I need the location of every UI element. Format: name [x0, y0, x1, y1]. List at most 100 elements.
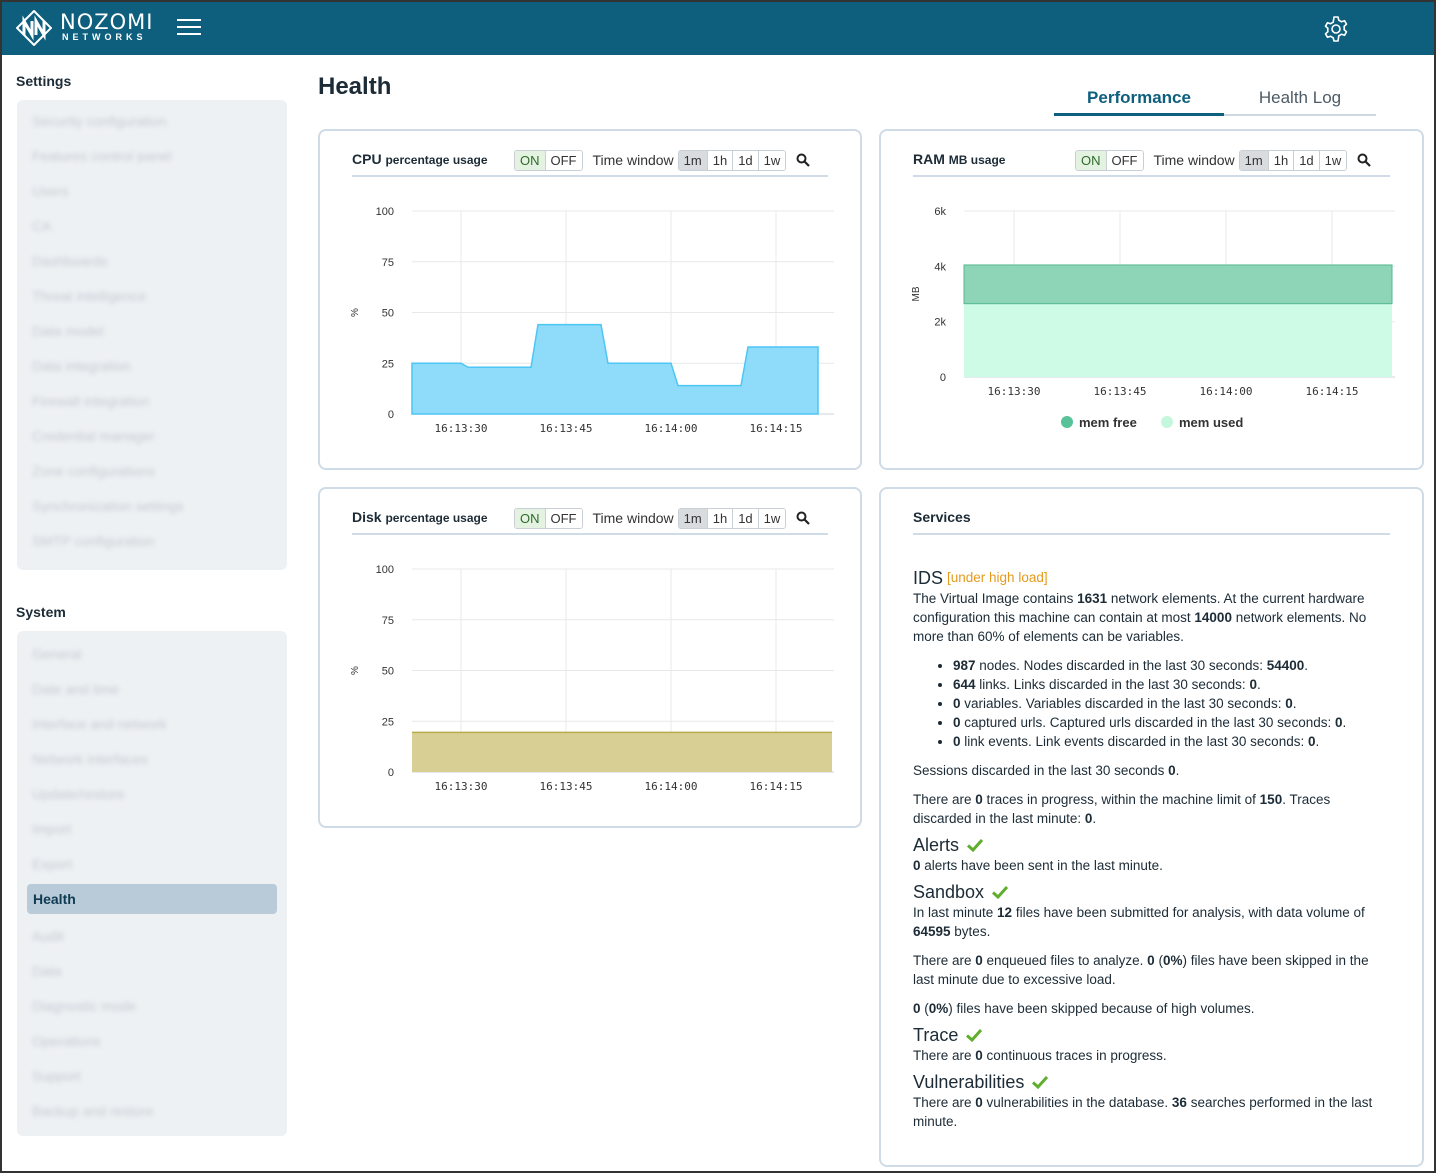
ram-title: RAM MB usage: [913, 151, 1006, 167]
check-icon: [966, 1028, 983, 1042]
ram-window-1d-button[interactable]: 1d: [1293, 150, 1319, 170]
check-icon: [1032, 1075, 1049, 1089]
ram-on-button[interactable]: ON: [1076, 150, 1106, 170]
sidebar-item-firewall-integration[interactable]: Firewall integration: [32, 393, 150, 409]
sidebar-item-zone-configurations[interactable]: Zone configurations: [32, 463, 155, 479]
y-axis-label: %: [350, 666, 361, 675]
cpu-title: CPU percentage usage: [352, 151, 488, 167]
x-tick-label: 16:13:45: [1094, 385, 1147, 398]
sidebar: Settings Security configuration Features …: [2, 55, 302, 1171]
disk-off-button[interactable]: OFF: [544, 508, 582, 528]
sidebar-item-support[interactable]: Support: [32, 1068, 82, 1084]
sidebar-item-synchronization-settings[interactable]: Synchronization settings: [32, 498, 184, 514]
y-tick-label: 50: [382, 666, 394, 678]
search-icon[interactable]: [1357, 153, 1372, 167]
tab-bar: Performance Health Log: [1054, 86, 1376, 116]
sidebar-item-credential-manager[interactable]: Credential manager: [32, 428, 155, 444]
cpu-off-button[interactable]: OFF: [544, 150, 582, 170]
sidebar-item-import[interactable]: Import: [32, 821, 72, 837]
sidebar-item-diagnostic-mode[interactable]: Diagnostic mode: [32, 998, 137, 1014]
ids-stat-item: 644 links. Links discarded in the last 3…: [953, 675, 1392, 694]
mem-free-area: [963, 264, 1393, 305]
cpu-window-1w-button[interactable]: 1w: [757, 150, 786, 170]
services-title: Services: [913, 509, 971, 525]
y-tick-label: 0: [940, 372, 946, 384]
ids-intro: The Virtual Image contains 1631 network …: [913, 591, 1367, 644]
tab-health-log[interactable]: Health Log: [1258, 88, 1342, 107]
x-tick-label: 16:14:15: [750, 780, 803, 793]
sidebar-item-data[interactable]: Data: [32, 963, 62, 979]
disk-window-1d-button[interactable]: 1d: [732, 508, 758, 528]
cpu-window-1h-button[interactable]: 1h: [706, 150, 733, 170]
y-tick-label: 6k: [934, 206, 946, 218]
sidebar-item-network-interfaces[interactable]: Network interfaces: [32, 751, 148, 767]
sidebar-item-audit[interactable]: Audit: [32, 928, 64, 944]
sidebar-item-ca[interactable]: CA: [32, 218, 52, 234]
cpu-on-button[interactable]: ON: [515, 150, 545, 170]
disk-window-1m-button[interactable]: 1m: [678, 508, 707, 528]
cpu-window-1d-button[interactable]: 1d: [732, 150, 758, 170]
y-tick-label: 50: [382, 308, 394, 320]
disk-on-button[interactable]: ON: [515, 508, 545, 528]
x-tick-label: 16:13:30: [988, 385, 1041, 398]
ids-traces: There are 0 traces in progress, within t…: [913, 792, 1331, 826]
sidebar-item-dashboards[interactable]: Dashboards: [32, 253, 108, 269]
search-icon[interactable]: [796, 153, 811, 167]
page-title: Health: [318, 73, 392, 100]
vulnerabilities-heading: Vulnerabilities: [913, 1071, 1392, 1093]
sidebar-item-general[interactable]: General: [32, 646, 82, 662]
ram-controls: ON OFF Time window 1m 1h 1d 1w: [1075, 149, 1372, 171]
legend-mem-free[interactable]: mem free: [1079, 415, 1137, 430]
disk-window-1w-button[interactable]: 1w: [757, 508, 786, 528]
y-tick-label: 4k: [934, 261, 946, 273]
ram-time-window-label: Time window: [1153, 152, 1235, 168]
sandbox-skipped: 0 (0%) files have been skipped because o…: [913, 1001, 1255, 1016]
cpu-window-1m-button[interactable]: 1m: [678, 150, 707, 170]
sidebar-item-data-model[interactable]: Data model: [32, 323, 104, 339]
sidebar-item-threat-intelligence[interactable]: Threat intelligence: [32, 288, 147, 304]
sidebar-item-interface-and-network[interactable]: Interface and network: [32, 716, 167, 732]
sidebar-item-backup-and-restore[interactable]: Backup and restore: [32, 1103, 154, 1119]
ram-off-button[interactable]: OFF: [1105, 150, 1143, 170]
tab-performance[interactable]: Performance: [1054, 88, 1224, 116]
ids-heading: IDS [under high load]: [913, 568, 1048, 588]
nozomi-logo-icon: [16, 10, 52, 46]
sidebar-item-data-integration[interactable]: Data integration: [32, 358, 131, 374]
sandbox-heading: Sandbox: [913, 881, 1392, 903]
gear-icon[interactable]: [1322, 15, 1350, 43]
vulnerabilities-text: There are 0 vulnerabilities in the datab…: [913, 1095, 1373, 1129]
sandbox-enqueued: There are 0 enqueued files to analyze. 0…: [913, 953, 1369, 987]
legend-mem-used[interactable]: mem used: [1179, 415, 1243, 430]
y-tick-label: 75: [382, 615, 394, 627]
x-tick-label: 16:13:30: [435, 780, 488, 793]
disk-time-window-group: 1m 1h 1d 1w: [677, 507, 787, 529]
ram-chart: 0 2k 4k 6k MB 16:13:30 16:13:45 16:14:00 16:14:1…: [911, 206, 1395, 430]
brand-subtitle: NETWORKS: [62, 32, 147, 42]
disk-window-1h-button[interactable]: 1h: [706, 508, 733, 528]
alerts-heading: Alerts: [913, 834, 1392, 856]
sidebar-item-update-restore[interactable]: Update/restore: [32, 786, 125, 802]
ids-stats-list: 987 nodes. Nodes discarded in the last 3…: [953, 656, 1392, 751]
cpu-time-window-label: Time window: [592, 152, 674, 168]
y-tick-label: 75: [382, 257, 394, 269]
sidebar-item-date-and-time[interactable]: Date and time: [32, 681, 120, 697]
y-axis-label: MB: [911, 286, 922, 301]
sidebar-item-features-control-panel[interactable]: Features control panel: [32, 148, 172, 164]
menu-toggle-icon[interactable]: [177, 19, 201, 39]
sidebar-item-health[interactable]: Health: [27, 884, 277, 914]
sidebar-item-export[interactable]: Export: [32, 856, 73, 872]
ids-sessions: Sessions discarded in the last 30 second…: [913, 763, 1180, 778]
sidebar-item-smtp-configuration[interactable]: SMTP configuration: [32, 533, 155, 549]
ram-window-1w-button[interactable]: 1w: [1318, 150, 1347, 170]
sidebar-item-users[interactable]: Users: [32, 183, 69, 199]
y-tick-label: 100: [376, 564, 394, 576]
search-icon[interactable]: [796, 511, 811, 525]
sidebar-item-security-configuration[interactable]: Security configuration: [32, 113, 167, 129]
sidebar-item-operations[interactable]: Operations: [32, 1033, 101, 1049]
y-axis-label: %: [350, 308, 361, 317]
services-card: Services IDS [under high load] The Virtua…: [879, 487, 1424, 1167]
ram-window-1h-button[interactable]: 1h: [1267, 150, 1294, 170]
cpu-card-header: CPU percentage usage ON OFF Time window 1m 1…: [352, 149, 828, 177]
ram-window-1m-button[interactable]: 1m: [1239, 150, 1268, 170]
